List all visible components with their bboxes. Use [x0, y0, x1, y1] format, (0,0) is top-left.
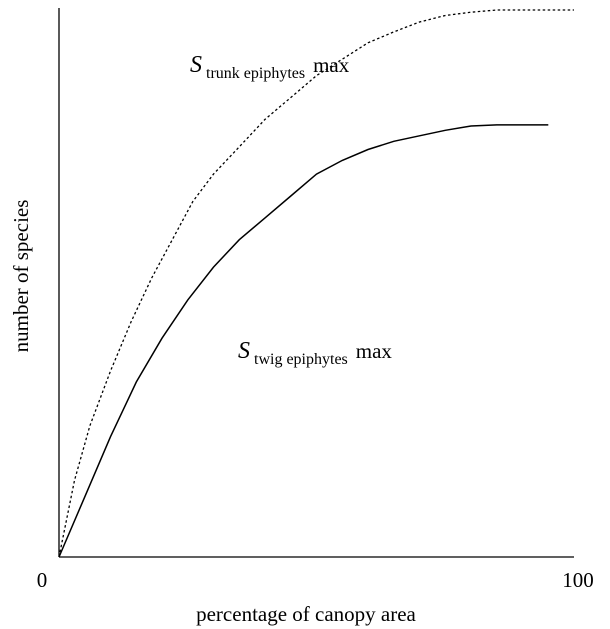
- twig-epiphytes-curve: [58, 124, 549, 558]
- twig-label-subscript: twig epiphytes: [254, 351, 348, 368]
- x-axis-title: percentage of canopy area: [196, 602, 416, 626]
- y-axis-title: number of species: [9, 200, 33, 353]
- x-tick-label-min: 0: [37, 568, 48, 592]
- trunk-label-symbol: S: [190, 52, 202, 78]
- twig-label-symbol: S: [238, 338, 250, 364]
- trunk-label-subscript: trunk epiphytes: [206, 65, 305, 82]
- x-tick-label-max: 100: [562, 568, 594, 592]
- trunk-epiphytes-label: S trunk epiphytes max: [190, 52, 350, 82]
- twig-epiphytes-label: S twig epiphytes max: [238, 338, 392, 368]
- twig-label-suffix: max: [356, 339, 393, 363]
- trunk-label-suffix: max: [313, 53, 350, 77]
- trunk-epiphytes-curve: [58, 9, 574, 558]
